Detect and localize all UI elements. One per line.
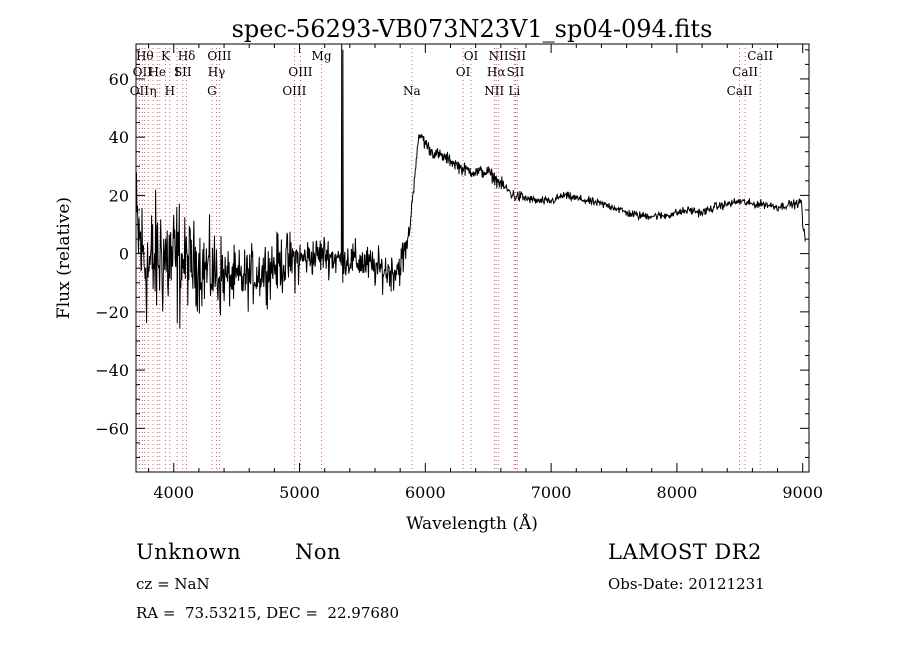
- obs-date-text: Obs-Date: 20121231: [608, 575, 765, 593]
- line-marker-label: OII: [130, 84, 150, 98]
- line-marker-label: K: [161, 49, 171, 63]
- line-marker-label: Hγ: [208, 65, 226, 79]
- line-marker-label: NII: [484, 84, 504, 98]
- line-markers: OIIOIIHθηHeKHISIIHδGHγOIIIOIIIOIIIMgNaOI…: [130, 48, 773, 472]
- line-marker-label: SII: [507, 65, 525, 79]
- line-marker-label: Na: [403, 84, 421, 98]
- y-tick-label: 40: [109, 128, 129, 147]
- x-tick-label: 4000: [153, 483, 194, 502]
- spectrum-line: [135, 43, 806, 329]
- line-marker-label: OI: [464, 49, 479, 63]
- y-tick-label: −60: [95, 419, 129, 438]
- survey-label: LAMOST DR2: [608, 540, 762, 564]
- class-label: Unknown: [136, 540, 242, 564]
- x-tick-label: 5000: [279, 483, 320, 502]
- y-tick-label: −20: [95, 303, 129, 322]
- line-marker-label: SII: [174, 65, 192, 79]
- line-marker-label: OI: [456, 65, 471, 79]
- x-tick-label: 9000: [782, 483, 823, 502]
- line-marker-label: He: [148, 65, 166, 79]
- line-marker-label: Mg: [312, 49, 332, 63]
- x-axis-label: Wavelength (Å): [406, 513, 538, 534]
- line-marker-label: SII: [508, 49, 526, 63]
- line-marker-label: CaII: [732, 65, 758, 79]
- axes: 4000 5000 6000 7000 8000 9000 −60 −40 −20 0 20 40 60: [95, 44, 823, 502]
- x-tick-label: 6000: [405, 483, 446, 502]
- line-marker-label: η: [149, 84, 156, 98]
- line-marker-label: OIII: [288, 65, 312, 79]
- x-tick-label: 8000: [657, 483, 698, 502]
- y-tick-label: 60: [109, 70, 129, 89]
- coords-text: RA = 73.53215, DEC = 22.97680: [136, 604, 400, 622]
- line-marker-label: G: [207, 84, 217, 98]
- line-marker-label: NII: [489, 49, 509, 63]
- line-marker-label: I: [175, 65, 180, 79]
- line-marker-label: CaII: [747, 49, 773, 63]
- y-tick-label: −40: [95, 361, 129, 380]
- x-tick-label: 7000: [531, 483, 572, 502]
- y-tick-label: 20: [109, 186, 129, 205]
- spectrum-series: [135, 43, 806, 329]
- line-marker-label: H: [165, 84, 175, 98]
- line-marker-label: OIII: [282, 84, 306, 98]
- line-marker-label: Hδ: [178, 49, 196, 63]
- line-marker-label: Hθ: [136, 49, 154, 63]
- chart-title: spec-56293-VB073N23V1_sp04-094.fits: [232, 15, 713, 43]
- line-marker-label: OII: [133, 65, 153, 79]
- y-axis-label: Flux (relative): [54, 197, 74, 319]
- line-marker-label: Hα: [487, 65, 506, 79]
- plot-frame: [135, 43, 810, 473]
- y-tick-label: 0: [119, 245, 129, 264]
- cz-text: cz = NaN: [136, 575, 210, 593]
- subclass-label: Non: [295, 540, 342, 564]
- line-marker-label: OIII: [207, 49, 231, 63]
- line-marker-label: CaII: [727, 84, 753, 98]
- line-marker-label: Li: [508, 84, 520, 98]
